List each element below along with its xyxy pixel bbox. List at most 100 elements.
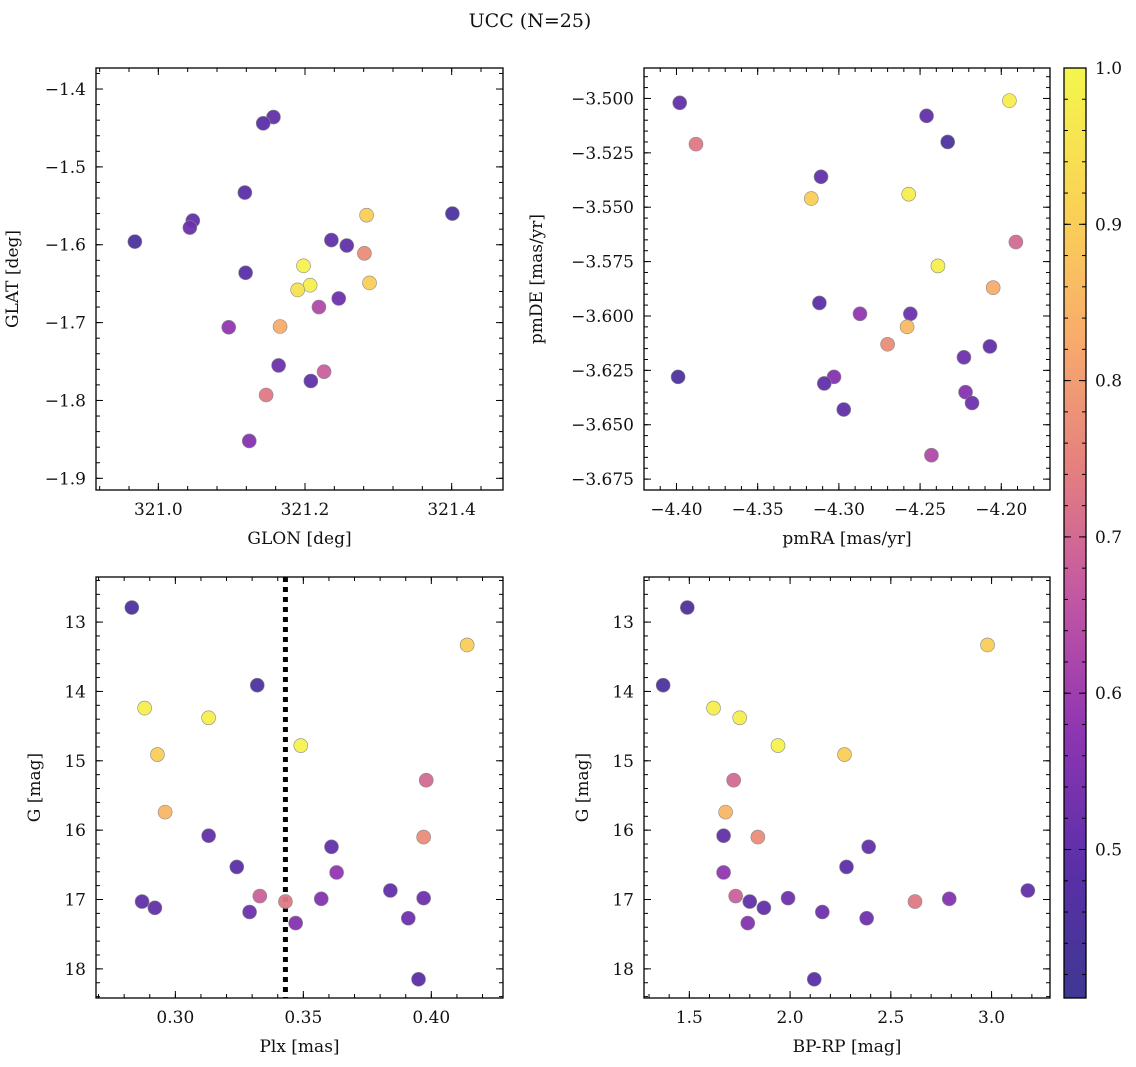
x-axis-label: GLON [deg] bbox=[247, 529, 351, 549]
y-axis-label: G [mag] bbox=[573, 753, 593, 822]
x-tick-label: 321.2 bbox=[281, 500, 330, 520]
scatter-point bbox=[316, 364, 332, 379]
scatter-point bbox=[861, 839, 876, 855]
y-tick-label: −3.550 bbox=[571, 198, 634, 218]
scatter-point bbox=[221, 319, 237, 335]
y-tick-label: 14 bbox=[612, 682, 634, 702]
y-tick-label: 15 bbox=[612, 752, 634, 772]
scatter-point bbox=[716, 865, 731, 880]
scatter-point bbox=[383, 883, 398, 898]
scatter-point bbox=[313, 891, 329, 907]
x-tick-label: −4.20 bbox=[975, 500, 1027, 520]
scatter-point bbox=[859, 910, 874, 926]
y-tick-label: 18 bbox=[612, 960, 634, 980]
scatter-point bbox=[302, 277, 318, 293]
y-tick-label: −3.525 bbox=[571, 144, 634, 164]
scatter-point bbox=[982, 339, 998, 354]
axes-frame bbox=[643, 576, 1051, 999]
scatter-point bbox=[742, 894, 758, 909]
scatter-point bbox=[445, 206, 460, 221]
axes-frame bbox=[643, 67, 1051, 491]
scatter-point bbox=[899, 319, 915, 335]
scatter-point bbox=[813, 169, 829, 185]
scatter-point bbox=[293, 738, 309, 753]
scatter-point bbox=[907, 894, 923, 909]
y-tick-label: 16 bbox=[64, 821, 86, 841]
scatter-point bbox=[901, 186, 917, 202]
scatter-point bbox=[706, 700, 721, 716]
scatter-point bbox=[780, 890, 796, 906]
scatter-point bbox=[311, 299, 327, 315]
scatter-point bbox=[672, 95, 688, 111]
scatter-point bbox=[329, 865, 344, 880]
scatter-point bbox=[147, 900, 163, 916]
y-tick-label: −1.6 bbox=[45, 236, 86, 256]
x-tick-label: 321.4 bbox=[427, 500, 476, 520]
scatter-point bbox=[416, 890, 431, 906]
colorbar-tick-label: 0.5 bbox=[1095, 841, 1122, 861]
panel-pmra-pmde: −4.40 −4.35 −4.30 −4.25 −4.20 −3.500 −3.525 −3.… bbox=[527, 67, 1051, 549]
scatter-point bbox=[272, 319, 288, 334]
scatter-point bbox=[411, 971, 426, 987]
scatter-point bbox=[124, 600, 140, 615]
scatter-point bbox=[1008, 234, 1024, 250]
scatter-point bbox=[134, 894, 150, 909]
y-tick-label: 15 bbox=[64, 752, 86, 772]
x-tick-label: 0.40 bbox=[412, 1008, 450, 1028]
scatter-point bbox=[836, 402, 852, 417]
scatter-point bbox=[985, 280, 1001, 296]
scatter-point bbox=[812, 295, 827, 311]
scatter-point bbox=[303, 373, 319, 389]
scatter-point bbox=[1002, 93, 1017, 108]
x-tick-label: 321.0 bbox=[134, 500, 183, 520]
scatter-point bbox=[756, 900, 772, 916]
x-axis-label: Plx [mas] bbox=[259, 1037, 339, 1057]
scatter-point bbox=[296, 258, 311, 274]
scatter-point bbox=[416, 829, 431, 845]
scatter-point bbox=[229, 859, 245, 875]
scatter-point bbox=[258, 387, 274, 403]
scatter-point bbox=[816, 376, 832, 391]
y-tick-label: −1.7 bbox=[45, 314, 86, 334]
y-axis-label: GLAT [deg] bbox=[3, 230, 23, 328]
scatter-point bbox=[238, 265, 253, 281]
scatter-point bbox=[137, 700, 152, 716]
scatter-point bbox=[237, 185, 253, 200]
scatter-point bbox=[924, 447, 939, 463]
y-tick-label: 14 bbox=[64, 682, 86, 702]
scatter-point bbox=[288, 915, 303, 931]
scatter-point bbox=[803, 191, 819, 206]
y-tick-label: −3.600 bbox=[571, 307, 634, 327]
scatter-point bbox=[271, 358, 286, 373]
scatter-point bbox=[815, 904, 830, 920]
scatter-point bbox=[324, 839, 339, 855]
scatter-point bbox=[903, 306, 918, 322]
scatter-point bbox=[940, 134, 955, 150]
scatter-point bbox=[958, 384, 973, 400]
colorbar-tick-label: 0.9 bbox=[1095, 215, 1122, 235]
scatter-point bbox=[339, 238, 355, 253]
scatter-point bbox=[359, 207, 374, 223]
scatter-point bbox=[728, 888, 743, 904]
scatter-point bbox=[249, 677, 265, 693]
scatter-point bbox=[688, 136, 704, 152]
x-axis-label: BP-RP [mag] bbox=[793, 1037, 902, 1057]
scatter-point bbox=[839, 859, 854, 875]
y-tick-label: 17 bbox=[64, 891, 86, 911]
scatter-point bbox=[157, 804, 173, 820]
scatter-point bbox=[418, 772, 434, 788]
scatter-point bbox=[880, 336, 895, 352]
scatter-point bbox=[732, 710, 748, 726]
panel-bprp-g: 1.5 2.0 2.5 3.0 13 14 15 16 17 18 BP-RP [mag] G [ma… bbox=[573, 576, 1051, 1057]
scatter-point bbox=[750, 829, 766, 845]
scatter-point bbox=[290, 282, 305, 298]
scatter-point bbox=[182, 220, 198, 235]
x-tick-label: −4.35 bbox=[732, 500, 784, 520]
scatter-point bbox=[930, 258, 946, 274]
y-tick-label: −3.650 bbox=[571, 416, 634, 436]
scatter-point bbox=[964, 395, 980, 411]
axes-frame bbox=[95, 576, 504, 999]
scatter-point bbox=[357, 246, 372, 261]
y-tick-label: −1.4 bbox=[45, 80, 86, 100]
